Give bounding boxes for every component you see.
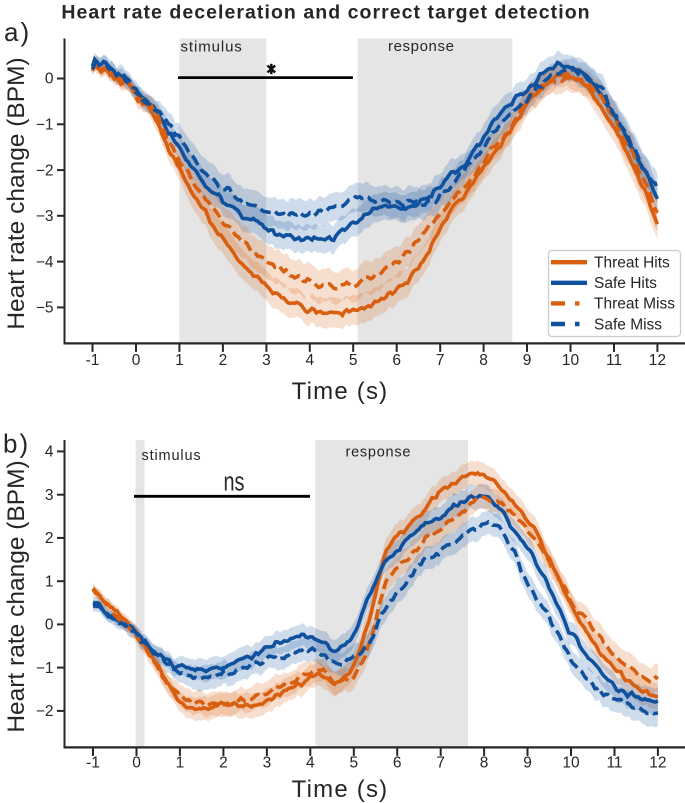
svg-text:10: 10 — [562, 352, 580, 369]
svg-text:−2: −2 — [36, 703, 54, 720]
svg-text:3: 3 — [45, 487, 54, 504]
svg-text:−2: −2 — [36, 162, 54, 179]
svg-text:Time (s): Time (s) — [292, 378, 389, 405]
svg-text:1: 1 — [45, 573, 54, 590]
svg-text:6: 6 — [392, 352, 401, 369]
svg-text:Safe Miss: Safe Miss — [594, 316, 662, 333]
svg-text:0: 0 — [45, 71, 54, 88]
svg-text:7: 7 — [436, 352, 445, 369]
svg-text:ns: ns — [224, 467, 245, 497]
svg-text:9: 9 — [523, 352, 532, 369]
svg-text:−1: −1 — [36, 117, 54, 134]
svg-text:8: 8 — [479, 352, 488, 369]
svg-text:response: response — [346, 445, 412, 461]
svg-text:−1: −1 — [36, 660, 54, 677]
svg-text:Heart rate change (BPM): Heart rate change (BPM) — [3, 57, 30, 329]
svg-text:3: 3 — [262, 352, 271, 369]
svg-text:0: 0 — [132, 352, 141, 369]
svg-text:response: response — [388, 38, 455, 55]
svg-text:2: 2 — [219, 352, 228, 369]
svg-text:5: 5 — [349, 352, 358, 369]
svg-text:0: 0 — [45, 617, 54, 634]
svg-text:-1: -1 — [86, 754, 100, 771]
svg-text:Time (s): Time (s) — [292, 776, 389, 803]
svg-text:4: 4 — [305, 352, 314, 369]
svg-text:5: 5 — [349, 754, 358, 771]
svg-text:-1: -1 — [86, 352, 100, 369]
svg-text:stimulus: stimulus — [181, 39, 243, 56]
svg-text:1: 1 — [175, 352, 184, 369]
svg-text:2: 2 — [45, 530, 54, 547]
svg-text:2: 2 — [219, 754, 228, 771]
svg-text:9: 9 — [523, 754, 532, 771]
svg-text:3: 3 — [263, 754, 272, 771]
svg-text:Heart rate change (BPM): Heart rate change (BPM) — [3, 460, 30, 732]
svg-text:Heart rate deceleration and co: Heart rate deceleration and correct targ… — [61, 2, 590, 24]
svg-text:a): a) — [4, 17, 31, 47]
svg-text:Threat Hits: Threat Hits — [594, 255, 670, 272]
svg-text:7: 7 — [436, 754, 445, 771]
svg-text:11: 11 — [606, 754, 622, 771]
svg-text:1: 1 — [176, 754, 185, 771]
svg-text:Safe Hits: Safe Hits — [594, 275, 657, 292]
svg-text:b): b) — [3, 429, 30, 459]
svg-text:10: 10 — [562, 754, 580, 771]
svg-text:6: 6 — [393, 754, 402, 771]
svg-text:4: 4 — [306, 754, 315, 771]
svg-text:−4: −4 — [36, 254, 54, 271]
svg-text:−3: −3 — [36, 208, 54, 225]
svg-text:12: 12 — [649, 352, 666, 369]
svg-text:stimulus: stimulus — [142, 448, 202, 464]
svg-text:0: 0 — [132, 754, 141, 771]
svg-text:Threat Miss: Threat Miss — [594, 296, 675, 313]
svg-text:11: 11 — [606, 352, 622, 369]
svg-text:8: 8 — [480, 754, 489, 771]
svg-text:12: 12 — [649, 754, 666, 771]
svg-text:4: 4 — [45, 444, 54, 461]
svg-text:−5: −5 — [36, 300, 54, 317]
